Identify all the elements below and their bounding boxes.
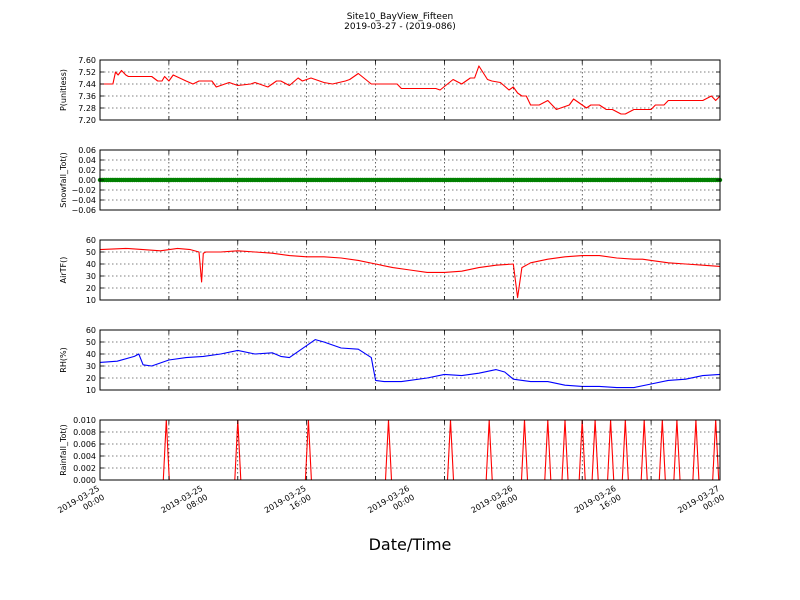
series-line <box>99 339 721 389</box>
y-tick-label: 7.20 <box>78 116 96 125</box>
y-tick-label: −0.04 <box>71 196 96 205</box>
subplot-panels: 7.607.527.447.367.287.20P(unitless)0.060… <box>59 56 723 485</box>
y-tick-label: 20 <box>86 284 96 293</box>
axes-frame <box>99 419 721 481</box>
figure-title-line1: Site10_BayView_Fifteen <box>347 12 453 22</box>
y-tick-label: 20 <box>86 374 96 383</box>
y-tick-label: 30 <box>86 362 96 371</box>
y-axis-label: AirTF() <box>59 257 68 284</box>
y-tick-label: 0.008 <box>73 428 96 437</box>
y-tick-label: 7.44 <box>78 80 96 89</box>
x-tick-label: 2019-03-2516:00 <box>263 484 313 524</box>
x-tick-labels: 2019-03-2500:00 2019-03-2508:00 2019-03-25… <box>56 484 726 524</box>
y-tick-label: 7.28 <box>78 104 96 113</box>
series-line <box>100 65 721 115</box>
y-tick-label: 0.06 <box>78 146 96 155</box>
x-tick-label: 2019-03-2500:00 <box>56 484 106 524</box>
y-tick-label: 30 <box>86 272 96 281</box>
y-tick-label: 0.002 <box>73 464 96 473</box>
x-tick-label: 2019-03-2600:00 <box>366 484 416 524</box>
series-line <box>99 247 721 299</box>
figure-title-line2: 2019-03-27 - (2019-086) <box>344 22 456 32</box>
y-axis-label: P(unitless) <box>59 69 68 111</box>
y-tick-label: 0.02 <box>78 166 96 175</box>
y-tick-label: −0.06 <box>71 206 96 215</box>
x-axis-label: Date/Time <box>369 535 452 554</box>
x-tick-label: 2019-03-2700:00 <box>676 484 726 524</box>
y-tick-label: 7.36 <box>78 92 96 101</box>
y-tick-label: 10 <box>86 296 96 305</box>
y-tick-label: 0.000 <box>73 476 96 485</box>
x-tick-label: 2019-03-2508:00 <box>160 484 210 524</box>
y-axis-label: RH(%) <box>59 347 68 372</box>
y-tick-label: 50 <box>86 248 96 257</box>
y-tick-label: 60 <box>86 236 96 245</box>
panel-1: 7.60 7.52 7.44 7.36 7.28 7.20 P(unitless) <box>59 56 721 125</box>
y-tick-label: 0.00 <box>78 176 96 185</box>
x-tick-label: 2019-03-2616:00 <box>573 484 623 524</box>
y-tick-label: 0.004 <box>73 452 96 461</box>
y-tick-label: −0.02 <box>71 186 96 195</box>
axes-frame <box>99 59 721 121</box>
panel-4: 60 50 40 30 20 10 RH(%) <box>59 326 721 395</box>
y-tick-label: 7.60 <box>78 56 96 65</box>
y-axis-label: Rainfall_Tot() <box>59 424 68 476</box>
axes-frame <box>99 239 721 301</box>
y-tick-label: 40 <box>86 260 96 269</box>
y-tick-label: 7.52 <box>78 68 96 77</box>
y-tick-label: 10 <box>86 386 96 395</box>
y-tick-label: 40 <box>86 350 96 359</box>
y-tick-label: 0.006 <box>73 440 96 449</box>
y-tick-label: 0.04 <box>78 156 96 165</box>
panel-5: 0.010 0.008 0.006 0.004 0.002 0.000 Rainfall_T… <box>59 416 721 485</box>
y-tick-label: 60 <box>86 326 96 335</box>
series-line <box>100 419 720 481</box>
axes-frame <box>99 329 721 391</box>
y-tick-label: 0.010 <box>73 416 96 425</box>
x-tick-label: 2019-03-2608:00 <box>470 484 520 524</box>
panel-2: 0.060.040.020.00−0.02−0.04−0.06Snowfall_… <box>59 146 723 215</box>
y-tick-label: 50 <box>86 338 96 347</box>
y-axis-label: Snowfall_Tot() <box>59 152 68 208</box>
panel-3: 60 50 40 30 20 10 AirTF() <box>59 236 721 305</box>
